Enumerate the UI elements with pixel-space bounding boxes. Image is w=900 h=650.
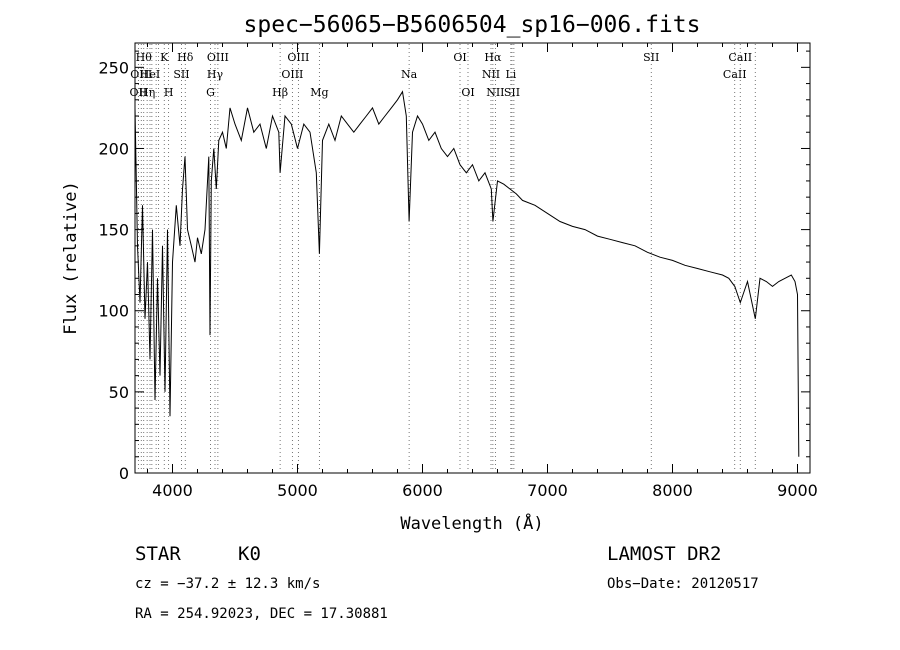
line-marker-label: Mg — [310, 86, 328, 99]
line-marker-label: Hγ — [207, 68, 224, 81]
line-marker-label: Hδ — [177, 51, 194, 64]
y-tick-label: 200 — [98, 139, 129, 158]
coordinates: RA = 254.92023, DEC = 17.30881 — [135, 606, 388, 622]
line-marker-label: K — [160, 51, 169, 64]
x-axis-label: Wavelength (Å) — [400, 512, 543, 534]
spectrum-line — [134, 90, 800, 457]
axis-ticks: 4000 5000 6000 7000 8000 9000 0 50 100 150 200 250 — [98, 43, 818, 500]
line-marker-label: OIII — [287, 51, 309, 64]
x-tick-label: 8000 — [652, 481, 693, 500]
line-marker-label: OIII — [130, 68, 152, 81]
x-tick-label: 7000 — [527, 481, 568, 500]
y-tick-label: 250 — [98, 58, 129, 77]
x-tick-label: 4000 — [152, 481, 193, 500]
x-tick-label: 6000 — [402, 481, 443, 500]
line-marker-label: OI — [461, 86, 474, 99]
line-marker-label: NII — [482, 68, 500, 81]
line-marker-label: NII — [486, 86, 504, 99]
chart-title: spec−56065−B5606504_sp16−006.fits — [244, 12, 701, 38]
object-class: STAR — [135, 543, 181, 565]
obs-date: Obs−Date: 20120517 — [607, 576, 759, 592]
y-tick-label: 150 — [98, 221, 129, 240]
line-marker-label: Na — [401, 68, 418, 81]
line-marker-label: Hη — [139, 86, 155, 99]
line-marker-label: H — [164, 86, 174, 99]
line-marker-label: Hθ — [136, 51, 153, 64]
x-tick-label: 5000 — [277, 481, 318, 500]
y-tick-label: 50 — [109, 383, 129, 402]
line-marker-label: CaII — [723, 68, 747, 81]
line-marker-label: CaII — [728, 51, 752, 64]
line-marker-label: Hα — [484, 51, 502, 64]
line-marker-label: G — [206, 86, 215, 99]
subclass: K0 — [238, 543, 261, 565]
y-axis-label: Flux (relative) — [61, 181, 81, 335]
y-tick-label: 0 — [119, 464, 129, 483]
line-marker-label: SII — [643, 51, 659, 64]
line-marker-label: SII — [504, 86, 520, 99]
line-marker-label: SII — [173, 68, 189, 81]
line-marker-label: OII — [130, 86, 148, 99]
line-marker-label: OI — [453, 51, 466, 64]
y-tick-label: 100 — [98, 302, 129, 321]
line-marker-label: HeI — [140, 68, 160, 81]
plot-frame — [134, 42, 811, 474]
line-marker-label: Li — [505, 68, 516, 81]
line-marker-label: Hβ — [272, 86, 288, 99]
survey-name: LAMOST DR2 — [607, 543, 722, 565]
redshift-readout: cz = −37.2 ± 12.3 km/s — [135, 576, 321, 592]
line-marker-label: OIII — [207, 51, 229, 64]
line-marker-label: OIII — [281, 68, 303, 81]
x-tick-label: 9000 — [777, 481, 818, 500]
